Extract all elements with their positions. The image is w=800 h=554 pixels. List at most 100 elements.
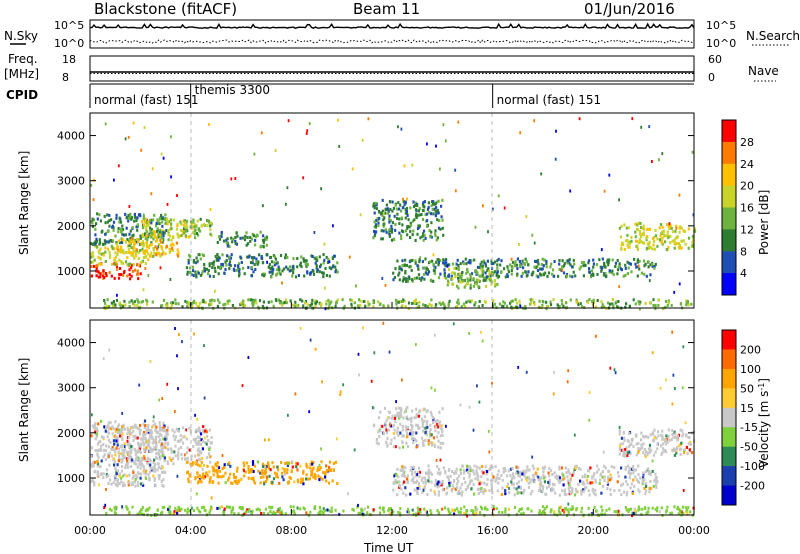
power-echo-cell — [388, 233, 391, 236]
velocity-echo-cell — [262, 471, 265, 475]
velocity-echo-cell — [515, 487, 518, 491]
power-echo-cell — [117, 230, 120, 234]
power-echo-cell — [133, 303, 136, 307]
velocity-noise-cell — [295, 465, 298, 469]
velocity-echo-cell — [459, 486, 462, 490]
power-echo-cell — [653, 239, 656, 243]
velocity-echo-cell — [467, 484, 470, 488]
velocity-echo-cell — [631, 511, 634, 515]
velocity-echo-cell — [199, 432, 203, 436]
velocity-echo-cell — [462, 476, 466, 480]
velocity-noise-cell — [665, 378, 667, 382]
power-echo-cell — [260, 244, 263, 248]
velocity-echo-cell — [133, 448, 136, 451]
velocity-echo-cell — [437, 490, 441, 494]
velocity-echo-cell — [571, 473, 574, 477]
power-noise-cell — [503, 206, 506, 210]
power-echo-cell — [149, 226, 152, 230]
power-echo-cell — [531, 271, 534, 275]
power-echo-cell — [99, 247, 102, 251]
velocity-echo-cell — [268, 505, 271, 509]
power-echo-cell — [141, 235, 144, 238]
velocity-echo-cell — [678, 444, 681, 448]
power-echo-cell — [404, 216, 407, 220]
power-echo-cell — [133, 212, 136, 216]
power-echo-cell — [96, 217, 99, 221]
power-echo-cell — [579, 265, 582, 269]
power-noise-cell — [569, 189, 572, 193]
power-echo-cell — [624, 266, 627, 270]
power-echo-cell — [194, 270, 197, 274]
velocity-echo-cell — [293, 509, 296, 513]
power-echo-cell — [159, 234, 163, 238]
power-echo-cell — [516, 257, 519, 261]
power-echo-cell — [119, 247, 122, 251]
velocity-echo-cell — [139, 482, 142, 486]
velocity-echo-cell — [441, 430, 444, 434]
velocity-echo-cell — [161, 506, 164, 510]
velocity-noise-cell — [185, 428, 188, 432]
power-echo-cell — [118, 220, 121, 224]
power-echo-cell — [453, 266, 456, 270]
velocity-echo-cell — [320, 460, 323, 464]
velocity-echo-cell — [137, 441, 140, 445]
velocity-echo-cell — [281, 512, 284, 516]
velocity-echo-cell — [587, 489, 590, 493]
power-echo-cell — [462, 279, 465, 283]
power-echo-cell — [424, 236, 427, 240]
velocity-echo-cell — [399, 422, 402, 426]
power-echo-cell — [120, 250, 123, 254]
velocity-echo-cell — [483, 488, 486, 491]
power-echo-cell — [145, 241, 149, 245]
velocity-echo-cell — [119, 428, 122, 432]
power-echo-cell — [115, 213, 118, 217]
velocity-echo-cell — [550, 489, 553, 493]
power-echo-cell — [240, 261, 243, 264]
velocity-echo-cell — [442, 441, 445, 445]
power-echo-cell — [404, 269, 407, 273]
power-echo-cell — [212, 275, 215, 278]
velocity-echo-cell — [527, 476, 530, 480]
power-echo-cell — [530, 301, 533, 305]
power-echo-cell — [398, 267, 401, 271]
power-echo-cell — [309, 272, 312, 276]
power-echo-cell — [511, 299, 514, 303]
power-echo-cell — [618, 262, 621, 266]
power-echo-cell — [545, 307, 548, 311]
power-echo-cell — [442, 258, 445, 262]
velocity-noise-cell — [671, 402, 674, 406]
velocity-echo-cell — [391, 414, 394, 418]
power-echo-cell — [457, 272, 460, 276]
power-echo-cell — [429, 235, 432, 239]
power-noise-cell — [678, 193, 681, 197]
velocity-echo-cell — [388, 410, 391, 414]
velocity-echo-cell — [233, 479, 236, 483]
power-echo-cell — [618, 226, 621, 230]
power-echo-cell — [675, 224, 678, 228]
velocity-echo-cell — [642, 442, 645, 446]
velocity-echo-cell — [582, 488, 585, 492]
velocity-echo-cell — [272, 465, 275, 469]
power-echo-cell — [642, 233, 645, 237]
power-echo-cell — [108, 256, 112, 260]
power-echo-cell — [693, 227, 697, 231]
velocity-echo-cell — [402, 416, 405, 420]
velocity-echo-cell — [262, 475, 265, 479]
power-echo-cell — [343, 304, 346, 308]
power-echo-cell — [390, 238, 394, 242]
power-echo-cell — [626, 238, 629, 242]
power-echo-cell — [220, 263, 223, 266]
power-echo-cell — [430, 235, 433, 239]
power-echo-cell — [140, 241, 143, 245]
power-echo-cell — [115, 242, 118, 246]
velocity-echo-cell — [186, 471, 189, 475]
velocity-echo-cell — [651, 469, 654, 473]
velocity-echo-cell — [622, 450, 625, 454]
velocity-echo-cell — [660, 453, 663, 456]
power-echo-cell — [226, 301, 230, 305]
power-echo-cell — [431, 207, 434, 211]
velocity-echo-cell — [508, 491, 511, 495]
power-echo-cell — [456, 258, 459, 262]
power-echo-cell — [372, 300, 375, 304]
